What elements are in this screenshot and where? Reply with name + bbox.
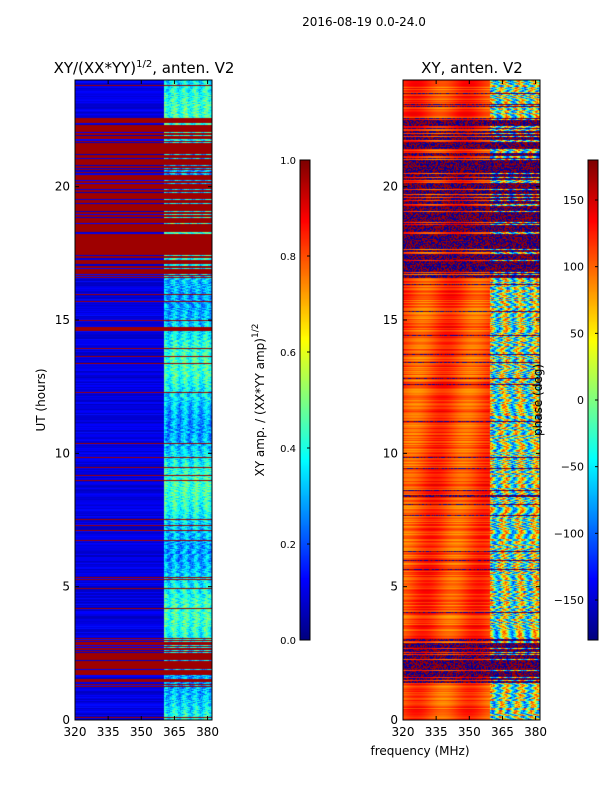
amp-ratio-colorbar-tick-label-1: 0.2	[280, 540, 296, 551]
phase-xlabel: frequency (MHz)	[370, 744, 469, 758]
amp-ratio-title: XY/(XX*YY)1/2, anten. V2	[54, 59, 235, 77]
phase-colorbar-tick-label-0: −150	[554, 594, 584, 607]
amp-ratio-colorbar-tick-label-0: 0.0	[280, 636, 296, 647]
amp-ratio-ytick-label-5: 5	[62, 580, 70, 594]
phase-frame	[402, 79, 541, 721]
phase-ytick-label-0: 0	[390, 713, 398, 727]
amp-ratio-heatmap	[75, 80, 212, 720]
phase-colorbar-tick-label-3: 0	[577, 394, 584, 407]
phase-axes: 320 335 350 365 380 0 5 10 15 20	[383, 80, 547, 739]
phase-xtick-label-380: 380	[524, 725, 547, 739]
phase-heatmap	[403, 80, 540, 720]
phase-ytick-label-20: 20	[383, 180, 398, 194]
phase-panel: XY, anten. V2 320 335 350 365 380 0 5 10 15 20 fr…	[370, 59, 547, 758]
phase-xtick-label-365: 365	[491, 725, 514, 739]
amp-ratio-ylabel: UT (hours)	[34, 368, 48, 431]
amp-ratio-colorbar-tick-label-2: 0.4	[280, 444, 296, 455]
amp-ratio-ytick-label-15: 15	[55, 313, 70, 327]
amp-ratio-colorbar-tick-label-4: 0.8	[280, 252, 296, 263]
phase-colorbar: −150 −100 −50 0 50 100 150 phase (deg)	[531, 159, 599, 641]
amp-ratio-xtick-label-350: 350	[130, 725, 153, 739]
phase-title: XY, anten. V2	[421, 59, 523, 77]
amp-ratio-colorbar-label: XY amp. / (XX*YY amp)1/2	[251, 324, 267, 477]
amp-ratio-ytick-label-10: 10	[55, 446, 70, 460]
phase-colorbar-tick-label-2: −50	[561, 461, 584, 474]
phase-ytick-label-15: 15	[383, 313, 398, 327]
amp-ratio-frame	[74, 79, 213, 721]
amp-ratio-colorbar-ticks: 0.0 0.2 0.4 0.6 0.8 1.0	[280, 156, 310, 647]
amp-ratio-colorbar-frame	[299, 159, 311, 641]
phase-xtick-label-350: 350	[458, 725, 481, 739]
phase-colorbar-tick-label-6: 150	[563, 194, 584, 207]
amp-ratio-panel: XY/(XX*YY)1/2, anten. V2 320 335 350 365 380…	[34, 59, 234, 739]
amp-ratio-colorbar-tick-label-5: 1.0	[280, 156, 296, 167]
amp-ratio-colorbar-tick-label-3: 0.6	[280, 348, 296, 359]
phase-xtick-label-335: 335	[425, 725, 448, 739]
amp-ratio-ytick-label-0: 0	[62, 713, 70, 727]
phase-colorbar-ticks: −150 −100 −50 0 50 100 150	[554, 194, 598, 607]
phase-ytick-label-5: 5	[390, 580, 398, 594]
amp-ratio-colorbar: 0.0 0.2 0.4 0.6 0.8 1.0 XY amp. / (XX*YY amp)…	[251, 156, 311, 647]
phase-colorbar-tick-label-4: 50	[570, 327, 584, 340]
phase-ytick-label-10: 10	[383, 446, 398, 460]
amp-ratio-xtick-label-320: 320	[64, 725, 87, 739]
amp-ratio-xtick-label-335: 335	[97, 725, 120, 739]
phase-colorbar-tick-label-1: −100	[554, 527, 584, 540]
figure-suptitle: 2016-08-19 0.0-24.0	[302, 15, 426, 29]
amp-ratio-ytick-label-20: 20	[55, 180, 70, 194]
amp-ratio-xtick-label-380: 380	[196, 725, 219, 739]
amp-ratio-colorbar-gradient	[300, 160, 310, 640]
amp-ratio-axes: 320 335 350 365 380 0 5 10 15 20	[55, 80, 219, 739]
phase-colorbar-gradient	[588, 160, 598, 640]
phase-colorbar-label: phase (deg)	[531, 364, 545, 436]
phase-colorbar-tick-label-5: 100	[563, 261, 584, 274]
phase-xtick-label-320: 320	[392, 725, 415, 739]
amp-ratio-xtick-label-365: 365	[163, 725, 186, 739]
